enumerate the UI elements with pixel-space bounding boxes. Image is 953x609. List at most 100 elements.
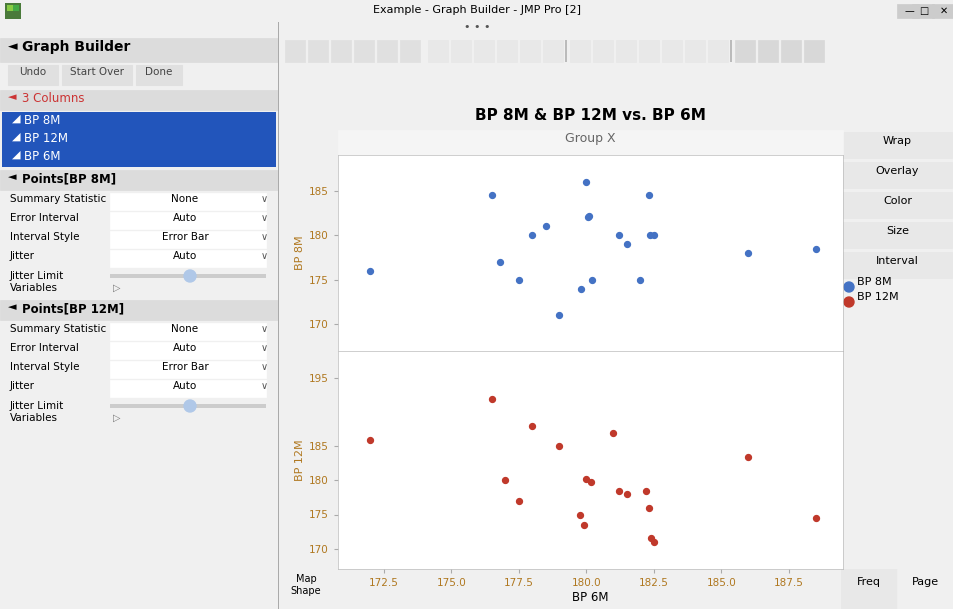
Text: Group Y: Group Y [821, 350, 835, 400]
Point [362, 266, 377, 276]
Bar [0, 38, 277, 62]
Bar [0, 90, 277, 110]
Text: Color: Color [882, 196, 911, 206]
Point [492, 257, 507, 267]
Bar [136, 65, 182, 85]
Point [511, 496, 526, 505]
Bar [110, 274, 266, 278]
Text: Graph Builder: Graph Builder [22, 40, 131, 54]
Text: Points[BP 12M]: Points[BP 12M] [22, 302, 124, 315]
Text: Summary Statistic: Summary Statistic [10, 194, 106, 204]
Bar [285, 40, 305, 62]
Text: Jitter: Jitter [10, 381, 35, 391]
Bar [497, 40, 517, 62]
Bar [277, 22, 278, 609]
Bar [842, 162, 951, 188]
Text: ◄: ◄ [8, 40, 17, 53]
Point [611, 230, 626, 240]
Bar [337, 130, 842, 155]
Bar [331, 40, 351, 62]
Text: BP 8M: BP 8M [24, 114, 60, 127]
Bar [0, 170, 277, 190]
Text: Summary Statistic: Summary Statistic [10, 324, 106, 334]
Point [641, 230, 657, 240]
Bar [110, 212, 266, 229]
Text: BP 8M & BP 12M vs. BP 6M: BP 8M & BP 12M vs. BP 6M [475, 108, 705, 123]
X-axis label: BP 6M: BP 6M [572, 591, 608, 604]
Bar [451, 40, 471, 62]
Point [605, 428, 620, 438]
Text: ∨: ∨ [260, 213, 267, 223]
Text: 3 Columns: 3 Columns [22, 92, 85, 105]
Bar [542, 40, 562, 62]
Text: ◄: ◄ [8, 302, 16, 312]
Text: None: None [172, 194, 198, 204]
Bar [110, 231, 266, 248]
Text: None: None [172, 324, 198, 334]
Point [572, 510, 587, 519]
Bar [842, 222, 951, 248]
Point [632, 275, 647, 284]
Text: Freq: Freq [856, 577, 880, 587]
Text: Variables: Variables [10, 283, 58, 293]
Bar [7, 5, 13, 11]
Text: Example - Graph Builder - JMP Pro [2]: Example - Graph Builder - JMP Pro [2] [373, 5, 580, 15]
Circle shape [843, 297, 853, 307]
Text: Done: Done [145, 67, 172, 77]
Text: Jitter Limit: Jitter Limit [10, 401, 64, 411]
Text: BP 8M: BP 8M [856, 277, 891, 287]
Text: ∨: ∨ [260, 194, 267, 204]
Bar [661, 40, 681, 62]
Point [578, 177, 594, 186]
Text: Variables: Variables [10, 413, 58, 423]
Point [497, 476, 513, 485]
Text: ◢: ◢ [12, 114, 20, 124]
Point [551, 442, 566, 451]
Bar [931, 4, 953, 18]
Text: —: — [903, 6, 913, 16]
Point [581, 211, 597, 220]
Text: Map
Shape: Map Shape [291, 574, 321, 596]
Point [645, 230, 660, 240]
Text: BP 12M: BP 12M [24, 132, 68, 145]
Bar [593, 40, 613, 62]
Point [640, 503, 656, 513]
Point [524, 230, 539, 240]
Text: Page: Page [910, 577, 938, 587]
Text: Size: Size [885, 226, 908, 236]
Bar [758, 40, 778, 62]
Text: Points[BP 8M]: Points[BP 8M] [22, 172, 116, 185]
Point [618, 239, 634, 249]
Bar [564, 40, 566, 62]
Point [362, 435, 377, 445]
Text: Auto: Auto [172, 343, 197, 353]
Y-axis label: BP 12M: BP 12M [294, 439, 305, 481]
Text: Jitter Limit: Jitter Limit [10, 271, 64, 281]
Point [645, 537, 660, 547]
Bar [376, 40, 396, 62]
Bar [5, 3, 21, 19]
Bar [684, 40, 704, 62]
Bar [803, 40, 823, 62]
Bar [110, 250, 266, 267]
Point [578, 474, 594, 484]
Bar [277, 569, 333, 609]
Text: ∨: ∨ [260, 251, 267, 261]
Bar [896, 569, 952, 609]
Point [583, 275, 598, 284]
Bar [13, 5, 19, 11]
Text: ∨: ∨ [260, 324, 267, 334]
Bar [277, 38, 953, 68]
Bar [308, 40, 328, 62]
Bar [519, 40, 539, 62]
Bar [0, 22, 277, 609]
Point [643, 533, 659, 543]
Text: ◄: ◄ [8, 92, 16, 102]
Text: ◢: ◢ [12, 150, 20, 160]
Bar [841, 130, 953, 569]
Point [511, 275, 526, 284]
Text: Wrap: Wrap [882, 136, 911, 146]
Text: Error Bar: Error Bar [161, 362, 208, 372]
Bar [62, 65, 132, 85]
Bar [110, 342, 266, 359]
